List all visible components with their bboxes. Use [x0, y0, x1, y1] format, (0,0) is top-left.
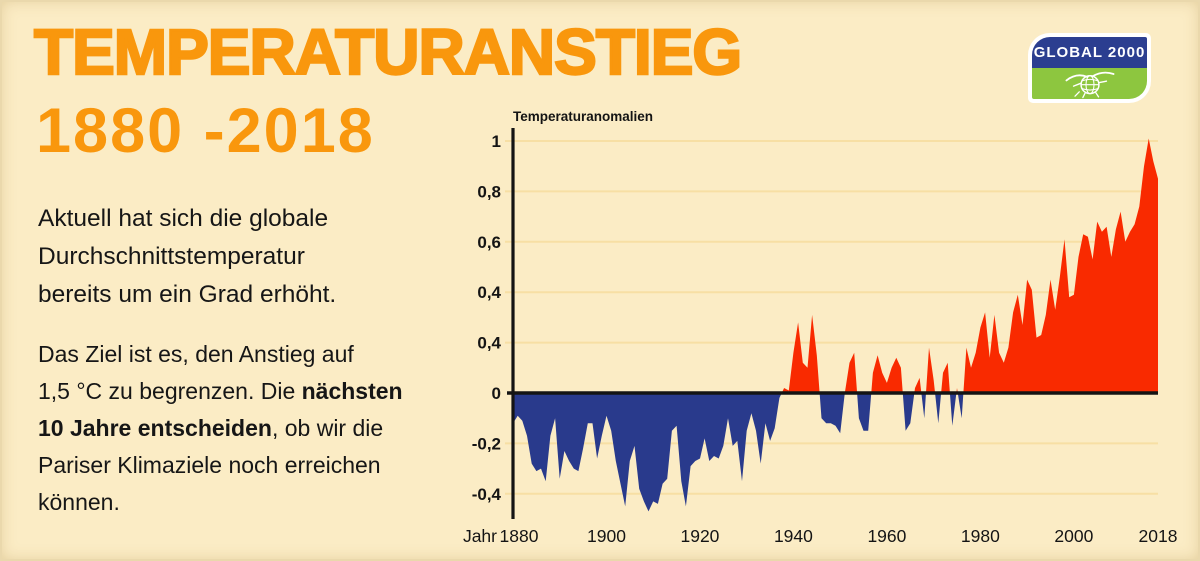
x-tick-label: 2000: [1054, 526, 1093, 546]
y-tick-label: -0,4: [472, 485, 502, 504]
x-tick-label: 1960: [867, 526, 906, 546]
text-line: können.: [38, 489, 120, 515]
y-tick-label: 0,8: [477, 182, 501, 201]
text-line: bereits um ein Grad erhöht.: [38, 281, 337, 308]
chart-title: Temperaturanomalien: [513, 109, 653, 124]
x-tick-label: 1940: [774, 526, 813, 546]
x-tick-label: 1980: [961, 526, 1000, 546]
y-tick-label: 0,6: [477, 233, 501, 252]
y-tick-label: 0,4: [477, 334, 501, 353]
text-line: 1,5 °C zu begrenzen. Die nächsten: [38, 378, 403, 404]
text-line: Aktuell hat sich die globale: [38, 205, 329, 232]
x-axis-title: Jahr: [463, 526, 497, 546]
area-above-zero: [513, 138, 1158, 393]
text-line: Das Ziel ist es, den Anstieg auf: [38, 341, 354, 367]
global2000-wordmark: GLOBAL 2000: [1032, 37, 1147, 68]
temperature-anomalies-chart: Temperaturanomalien 1 0,8 0,6 0,4 0,4 0 -0,2 -0,…: [463, 109, 1178, 546]
intro-paragraph: Aktuell hat sich die globale Durchschnitt…: [38, 200, 336, 314]
x-tick-label: 1900: [587, 526, 626, 546]
global2000-logo-inner: GLOBAL 2000: [1032, 37, 1147, 99]
page-title: TEMPERATURANSTIEG: [33, 16, 744, 88]
goal-paragraph: Das Ziel ist es, den Anstieg auf 1,5 °C z…: [38, 336, 403, 521]
text-line: 10 Jahre entscheiden, ob wir die: [38, 415, 384, 441]
area-below-zero: [513, 393, 1158, 512]
x-tick-label: 1880: [500, 526, 539, 546]
global2000-logo: GLOBAL 2000: [1028, 33, 1151, 103]
text-line: Pariser Klimaziele noch erreichen: [38, 452, 381, 478]
page-subtitle: 1880 -2018: [36, 96, 375, 166]
y-tick-label: -0,2: [472, 434, 501, 453]
y-tick-label: 0,4: [477, 283, 501, 302]
global2000-logo-globe-band: [1032, 68, 1147, 99]
globe-fly-icon: [1065, 71, 1114, 98]
x-tick-label: 2018: [1139, 526, 1178, 546]
y-tick-label: 1: [492, 132, 501, 151]
x-tick-label: 1920: [680, 526, 719, 546]
text-line: Durchschnittstemperatur: [38, 243, 305, 270]
y-tick-label: 0: [492, 384, 501, 403]
